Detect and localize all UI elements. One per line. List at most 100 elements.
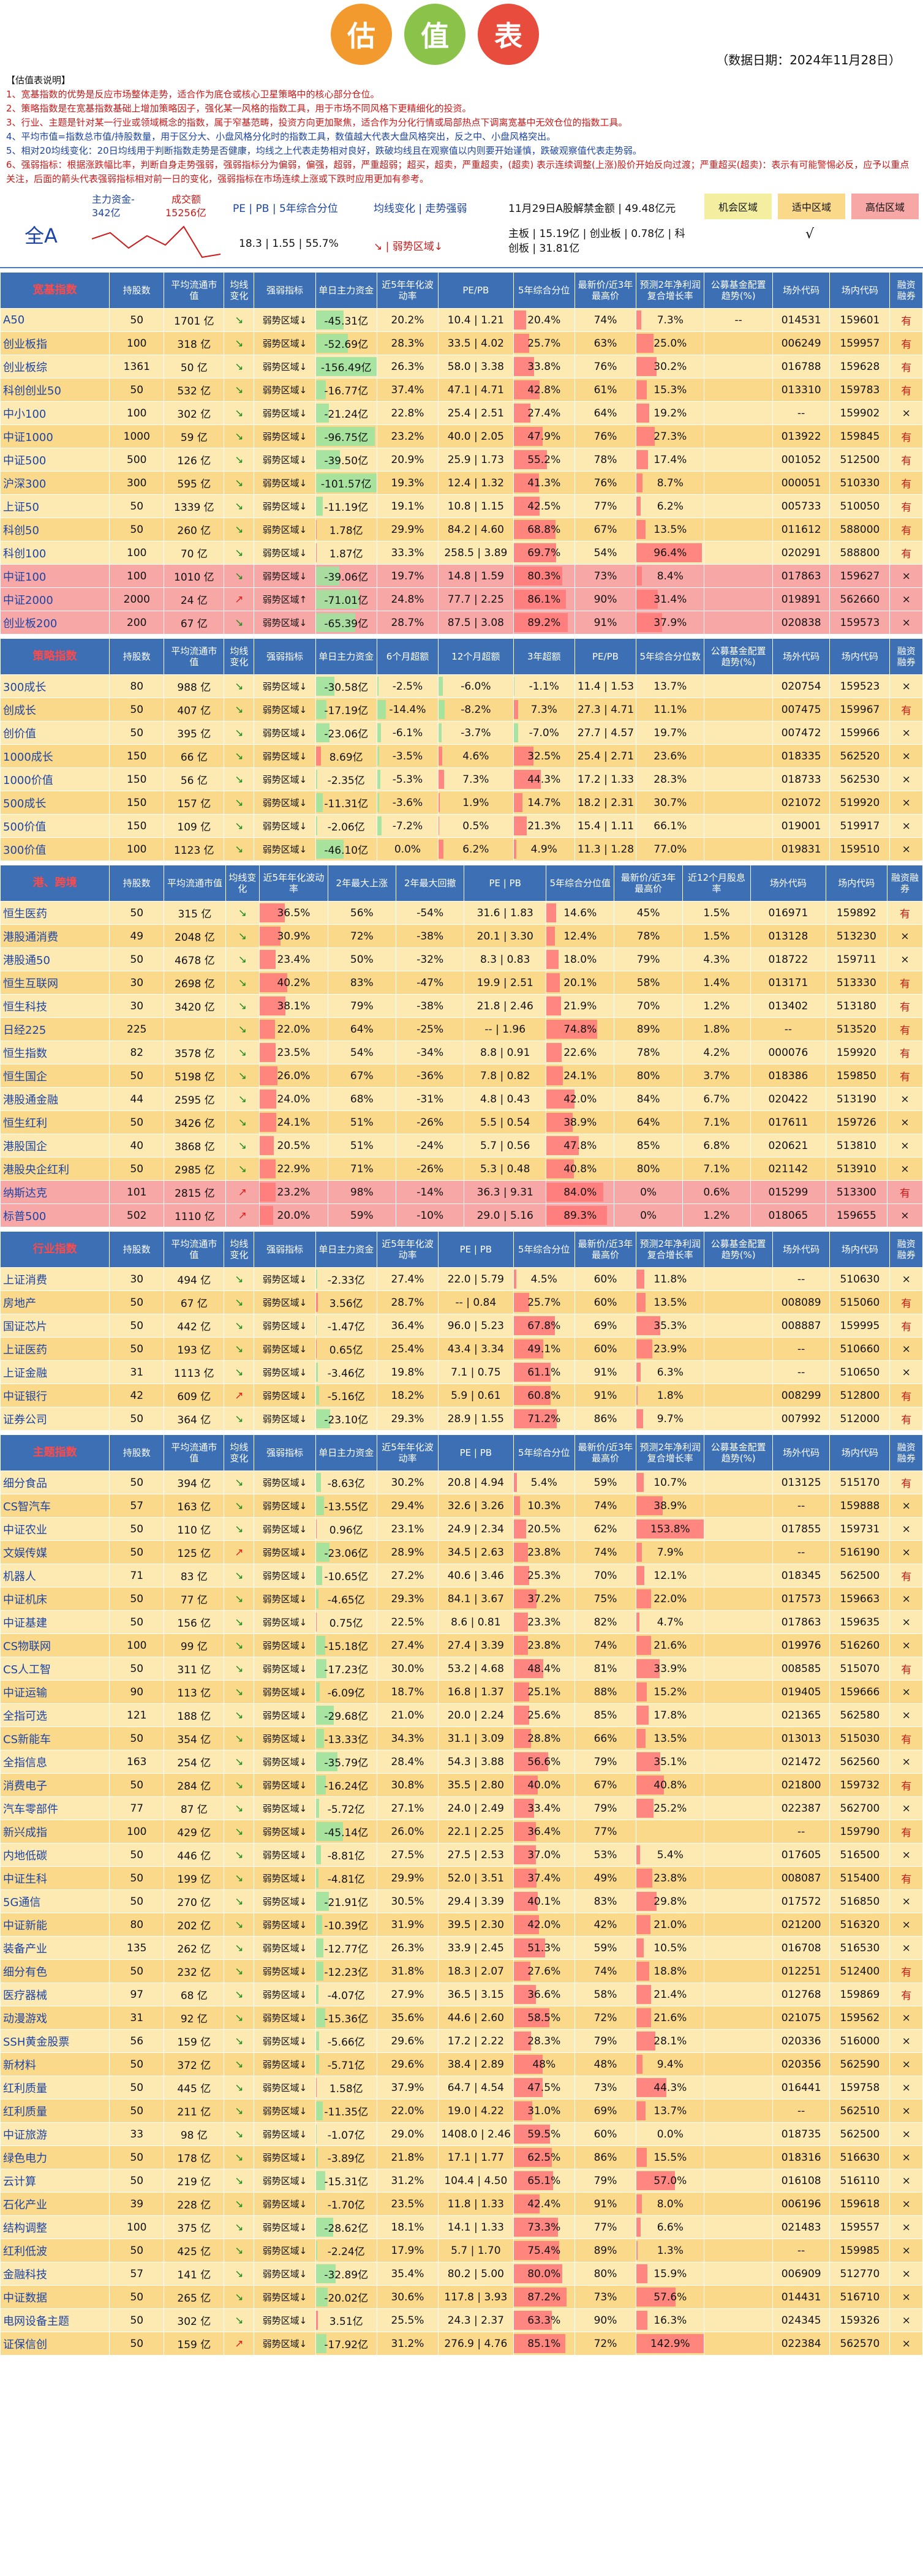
- table-row[interactable]: 恒生医药 50 315 亿 ↘ 36.5% 56% -54% 31.6 | 1.83 14.6%…: [0, 901, 923, 925]
- table-row[interactable]: 红利质量 50 445 亿 ↘ 弱势区域↓ 1.58亿 37.9% 64.7 | 4.54 47…: [0, 2076, 923, 2100]
- index-name[interactable]: 1000价值: [0, 767, 110, 791]
- index-name[interactable]: 上证医药: [0, 1337, 110, 1361]
- index-name[interactable]: 细分食品: [0, 1471, 110, 1494]
- index-name[interactable]: 中证基建: [0, 1610, 110, 1634]
- index-name[interactable]: 日经225: [0, 1017, 110, 1041]
- index-name[interactable]: 上证50: [0, 494, 110, 518]
- index-name[interactable]: 标普500: [0, 1203, 110, 1227]
- index-name[interactable]: 中证生科: [0, 1866, 110, 1890]
- table-row[interactable]: 中小100 100 302 亿 ↘ 弱势区域↓ -21.24亿 22.8% 25.4 | 2.…: [0, 401, 923, 425]
- index-name[interactable]: 细分有色: [0, 1959, 110, 1983]
- table-row[interactable]: 上证金融 31 1113 亿 ↘ 弱势区域↓ -3.46亿 19.8% 7.1 | 0.75 6…: [0, 1360, 923, 1384]
- table-row[interactable]: 中证新能 80 202 亿 ↘ 弱势区域↓ -10.39亿 31.9% 39.5 | 2.30…: [0, 1913, 923, 1937]
- table-row[interactable]: 中证1000 1000 59 亿 ↘ 弱势区域↓ -96.75亿 23.2% 40.0 | 2…: [0, 424, 923, 448]
- index-name[interactable]: CS新能车: [0, 1727, 110, 1750]
- table-row[interactable]: 中证运输 90 113 亿 ↘ 弱势区域↓ -6.09亿 18.7% 16.8 | 1.37 2…: [0, 1680, 923, 1704]
- index-name[interactable]: 中证银行: [0, 1384, 110, 1407]
- table-row[interactable]: 中证100 100 1010 亿 ↘ 弱势区域↓ -39.06亿 19.7% 14.8 | 1…: [0, 564, 923, 588]
- index-name[interactable]: 300价值: [0, 837, 110, 861]
- table-row[interactable]: 创业板200 200 67 亿 ↘ 弱势区域↓ -65.39亿 28.7% 87.5 | 3.…: [0, 611, 923, 635]
- table-row[interactable]: 恒生红利 50 3426 亿 ↘ 24.1% 51% -26% 5.5 | 0.54 38.9%…: [0, 1110, 923, 1134]
- index-name[interactable]: 新材料: [0, 2052, 110, 2076]
- index-name[interactable]: 上证金融: [0, 1360, 110, 1384]
- index-name[interactable]: 沪深300: [0, 471, 110, 495]
- table-row[interactable]: 结构调整 100 375 亿 ↘ 弱势区域↓ -28.62亿 18.1% 14.1 | 1.3…: [0, 2215, 923, 2239]
- table-row[interactable]: 恒生指数 82 3578 亿 ↘ 23.5% 54% -34% 8.8 | 0.91 22.6%…: [0, 1041, 923, 1064]
- index-name[interactable]: 5G通信: [0, 1889, 110, 1913]
- table-row[interactable]: CS物联网 100 99 亿 ↘ 弱势区域↓ -15.18亿 27.4% 27.4 | 3.3…: [0, 1633, 923, 1657]
- index-name[interactable]: 港股央企红利: [0, 1157, 110, 1181]
- table-row[interactable]: 中证旅游 33 98 亿 ↘ 弱势区域↓ -1.07亿 29.0% 1408.0 | 2.46…: [0, 2122, 923, 2146]
- table-row[interactable]: 绿色电力 50 178 亿 ↘ 弱势区域↓ -3.89亿 21.8% 17.1 | 1.77 6…: [0, 2145, 923, 2169]
- index-name[interactable]: 中证农业: [0, 1517, 110, 1541]
- index-name[interactable]: 港股国企: [0, 1134, 110, 1158]
- table-row[interactable]: 机器人 71 83 亿 ↘ 弱势区域↓ -10.65亿 27.2% 40.6 | 3.46 25…: [0, 1564, 923, 1587]
- index-name[interactable]: 医疗器械: [0, 1983, 110, 2006]
- index-name[interactable]: 全指可选: [0, 1703, 110, 1727]
- table-row[interactable]: 沪深300 300 595 亿 ↘ 弱势区域↓ -101.57亿 19.3% 12.4 | 1…: [0, 471, 923, 495]
- table-row[interactable]: 港股通消费 49 2048 亿 ↘ 30.9% 72% -38% 20.1 | 3.30 12.…: [0, 924, 923, 948]
- index-name[interactable]: 港股通金融: [0, 1087, 110, 1111]
- table-row[interactable]: 上证医药 50 193 亿 ↘ 弱势区域↓ 0.65亿 25.4% 43.4 | 3.34 49…: [0, 1337, 923, 1361]
- index-name[interactable]: 新兴成指: [0, 1820, 110, 1843]
- table-row[interactable]: 港股通金融 44 2595 亿 ↘ 24.0% 68% -31% 4.8 | 0.43 42.0…: [0, 1087, 923, 1111]
- index-name[interactable]: 云计算: [0, 2169, 110, 2193]
- index-name[interactable]: 中证新能: [0, 1913, 110, 1937]
- table-row[interactable]: 中证500 500 126 亿 ↘ 弱势区域↓ -39.50亿 20.9% 25.9 | 1.…: [0, 448, 923, 472]
- index-name[interactable]: 中证旅游: [0, 2122, 110, 2146]
- index-name[interactable]: 中证2000: [0, 587, 110, 611]
- index-name[interactable]: 上证消费: [0, 1267, 110, 1291]
- table-row[interactable]: 500价值 150 109 亿 ↘ 弱势区域↓ -2.06亿 -7.2% 0.5% 21.3% 1…: [0, 814, 923, 838]
- table-row[interactable]: 红利低波 50 425 亿 ↘ 弱势区域↓ -2.24亿 17.9% 5.7 | 1.70 75…: [0, 2239, 923, 2262]
- table-row[interactable]: SSH黄金股票 56 159 亿 ↘ 弱势区域↓ -5.66亿 29.6% 17.2 | 2.…: [0, 2029, 923, 2053]
- table-row[interactable]: A50 50 1701 亿 ↘ 弱势区域↓ -45.31亿 20.2% 10.4 | 1.21…: [0, 308, 923, 332]
- table-row[interactable]: 内地低碳 50 446 亿 ↘ 弱势区域↓ -8.81亿 27.5% 27.5 | 2.53 3…: [0, 1843, 923, 1867]
- table-row[interactable]: 装备产业 135 262 亿 ↘ 弱势区域↓ -12.77亿 26.3% 33.9 | 2.4…: [0, 1936, 923, 1960]
- index-name[interactable]: 创价值: [0, 721, 110, 745]
- table-row[interactable]: 港股通50 50 4678 亿 ↘ 23.4% 50% -32% 8.3 | 0.83 18.0…: [0, 947, 923, 971]
- table-row[interactable]: 300价值 100 1123 亿 ↘ 弱势区域↓ -46.10亿 0.0% 6.2% 4.9% 1…: [0, 837, 923, 861]
- index-name[interactable]: 科创100: [0, 541, 110, 565]
- index-name[interactable]: 创业板综: [0, 355, 110, 378]
- index-name[interactable]: 中证数据: [0, 2285, 110, 2309]
- index-name[interactable]: 房地产: [0, 1290, 110, 1314]
- table-row[interactable]: 全指可选 121 188 亿 ↘ 弱势区域↓ -29.68亿 21.0% 20.0 | 2.2…: [0, 1703, 923, 1727]
- index-name[interactable]: 消费电子: [0, 1773, 110, 1797]
- index-name[interactable]: 中证运输: [0, 1680, 110, 1704]
- table-row[interactable]: 标普500 502 1110 亿 ↗ 20.0% 59% -10% 29.0 | 5.16 89…: [0, 1203, 923, 1227]
- index-name[interactable]: 恒生国企: [0, 1064, 110, 1088]
- index-name[interactable]: 汽车零部件: [0, 1796, 110, 1820]
- table-row[interactable]: CS人工智 50 311 亿 ↘ 弱势区域↓ -17.23亿 30.0% 53.2 | 4.6…: [0, 1657, 923, 1681]
- index-name[interactable]: 500价值: [0, 814, 110, 838]
- table-row[interactable]: 红利质量 50 211 亿 ↘ 弱势区域↓ -11.35亿 22.0% 19.0 | 4.22…: [0, 2099, 923, 2123]
- index-name[interactable]: 恒生科技: [0, 994, 110, 1018]
- table-row[interactable]: 科创50 50 260 亿 ↘ 弱势区域↓ 1.78亿 29.9% 84.2 | 4.60 68…: [0, 518, 923, 541]
- index-name[interactable]: 科创创业50: [0, 378, 110, 402]
- index-name[interactable]: 恒生指数: [0, 1041, 110, 1064]
- index-name[interactable]: 文娱传媒: [0, 1540, 110, 1564]
- table-row[interactable]: 科创100 100 70 亿 ↘ 弱势区域↓ 1.87亿 33.3% 258.5 | 3.89…: [0, 541, 923, 565]
- table-row[interactable]: 房地产 50 67 亿 ↘ 弱势区域↓ 3.56亿 28.7% -- | 0.84 25.7% 6…: [0, 1290, 923, 1314]
- table-row[interactable]: 科创创业50 50 532 亿 ↘ 弱势区域↓ -16.77亿 37.4% 47.1 | 4.…: [0, 378, 923, 402]
- index-name[interactable]: 港股通消费: [0, 924, 110, 948]
- index-name[interactable]: 中证100: [0, 564, 110, 588]
- table-row[interactable]: 电网设备主题 50 302 亿 ↘ 弱势区域↓ 3.51亿 25.5% 24.3 | 2.37…: [0, 2308, 923, 2332]
- index-name[interactable]: 1000成长: [0, 744, 110, 768]
- table-row[interactable]: 创业板综 1361 50 亿 ↘ 弱势区域↓ -156.49亿 26.3% 58.0 | 3.…: [0, 355, 923, 378]
- index-name[interactable]: CS人工智: [0, 1657, 110, 1681]
- table-row[interactable]: 证保信创 50 159 亿 ↗ 弱势区域↓ -17.92亿 31.2% 276.9 | 4.7…: [0, 2332, 923, 2356]
- index-name[interactable]: 港股通50: [0, 947, 110, 971]
- index-name[interactable]: 证券公司: [0, 1407, 110, 1431]
- index-name[interactable]: 恒生红利: [0, 1110, 110, 1134]
- table-row[interactable]: 文娱传媒 50 125 亿 ↗ 弱势区域↓ -23.06亿 28.9% 34.5 | 2.63…: [0, 1540, 923, 1564]
- index-name[interactable]: 中小100: [0, 401, 110, 425]
- table-row[interactable]: 新材料 50 372 亿 ↘ 弱势区域↓ -5.71亿 29.6% 38.4 | 2.89 48…: [0, 2052, 923, 2076]
- table-row[interactable]: 细分食品 50 394 亿 ↘ 弱势区域↓ -8.63亿 30.2% 20.8 | 4.94 5…: [0, 1471, 923, 1494]
- index-name[interactable]: 恒生医药: [0, 901, 110, 925]
- table-row[interactable]: 中证银行 42 609 亿 ↗ 弱势区域↓ -5.16亿 18.2% 5.9 | 0.61 60…: [0, 1384, 923, 1407]
- table-row[interactable]: 动漫游戏 31 92 亿 ↘ 弱势区域↓ -15.36亿 35.6% 44.6 | 2.60 5…: [0, 2006, 923, 2030]
- table-row[interactable]: 石化产业 39 228 亿 ↘ 弱势区域↓ -1.70亿 23.5% 11.8 | 1.33 4…: [0, 2192, 923, 2216]
- table-row[interactable]: 创业板指 100 318 亿 ↘ 弱势区域↓ -52.69亿 28.3% 33.5 | 4.0…: [0, 331, 923, 355]
- index-name[interactable]: 创业板200: [0, 611, 110, 635]
- table-row[interactable]: 金融科技 57 141 亿 ↘ 弱势区域↓ -32.89亿 35.4% 80.2 | 5.00…: [0, 2262, 923, 2286]
